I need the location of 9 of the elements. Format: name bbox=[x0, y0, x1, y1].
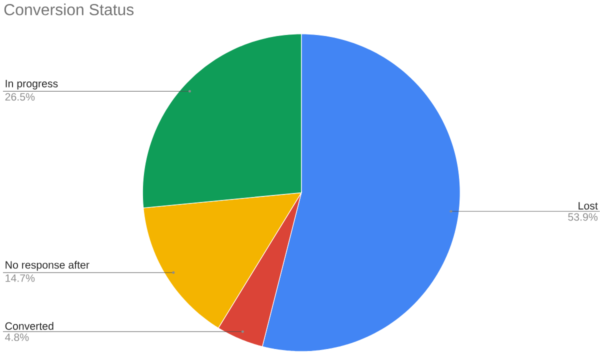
slice-label: Converted bbox=[5, 322, 54, 330]
slice-label: Lost bbox=[578, 202, 598, 210]
chart-title: Conversion Status bbox=[4, 4, 134, 16]
data-label: 26.5% bbox=[5, 93, 35, 101]
data-label: 14.7% bbox=[6, 274, 35, 282]
data-label: 4.8% bbox=[5, 334, 29, 342]
slice-label: In progress bbox=[6, 80, 58, 90]
data-label: 53.9% bbox=[568, 213, 598, 221]
slice-label: No response after bbox=[6, 260, 90, 271]
